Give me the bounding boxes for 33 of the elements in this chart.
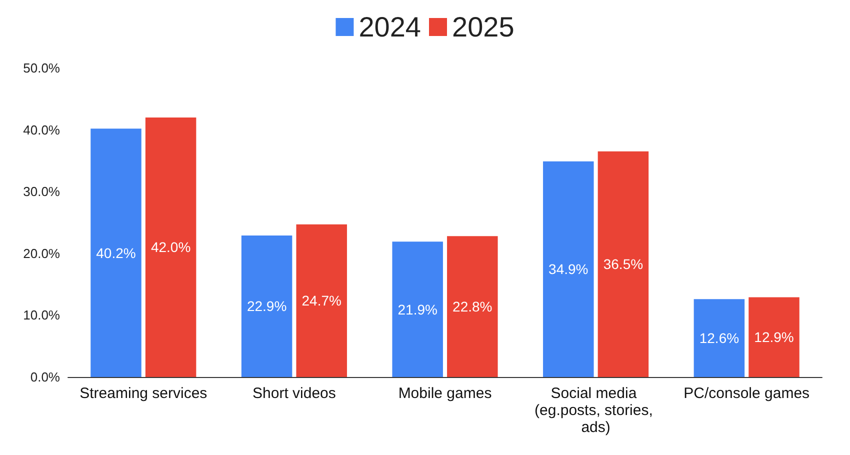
y-tick-label: 20.0%	[23, 246, 60, 261]
bar	[694, 299, 745, 377]
y-tick-label: 0.0%	[30, 370, 60, 384]
bar	[296, 224, 347, 377]
y-tick-label: 30.0%	[23, 184, 60, 200]
legend-label: 2025	[452, 12, 514, 42]
y-tick-label: 40.0%	[23, 122, 60, 138]
data-label: 24.7%	[302, 292, 342, 309]
bar	[241, 235, 292, 377]
x-tick-label: Short videos	[252, 385, 336, 402]
data-label: 40.2%	[96, 244, 136, 261]
data-label: 22.9%	[246, 298, 287, 314]
x-tick-label: Streaming services	[80, 385, 208, 402]
x-tick-label: Social media (eg.posts, stories, ads)	[534, 385, 658, 436]
data-label: 42.0%	[150, 239, 191, 256]
data-label: 12.9%	[754, 329, 794, 346]
legend-label: 2024	[358, 12, 422, 42]
y-tick-label: 50.0%	[23, 60, 60, 76]
bar	[145, 117, 196, 377]
data-label: 12.6%	[699, 330, 740, 346]
bar	[447, 236, 498, 377]
bar	[90, 128, 142, 377]
bar	[748, 297, 800, 377]
data-label: 21.9%	[398, 301, 438, 318]
x-tick-label: Mobile games	[398, 385, 492, 402]
data-label: 34.9%	[548, 261, 588, 278]
bar	[543, 161, 594, 377]
x-tick-label: PC/console games	[684, 385, 810, 402]
bar	[392, 242, 443, 377]
data-label: 22.8%	[452, 298, 492, 315]
data-label: 36.5%	[603, 256, 644, 272]
y-tick-label: 10.0%	[23, 308, 60, 323]
bar	[598, 151, 649, 377]
